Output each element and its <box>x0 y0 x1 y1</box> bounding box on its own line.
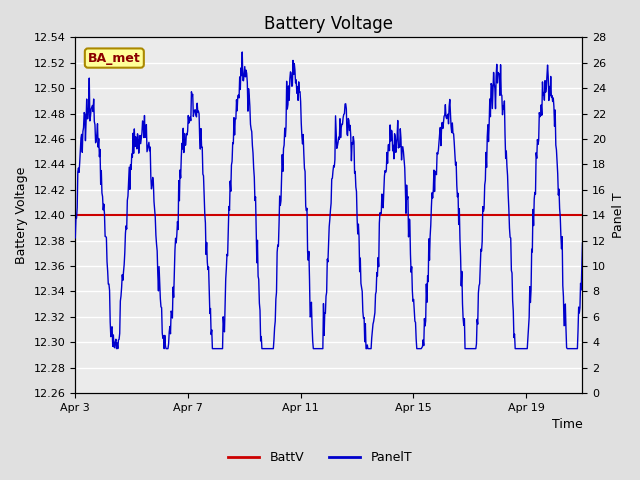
Legend: BattV, PanelT: BattV, PanelT <box>223 446 417 469</box>
PanelT <box>102 235 110 240</box>
PanelT <box>458 283 465 288</box>
PanelT <box>381 173 388 179</box>
PanelT <box>238 49 246 55</box>
BattV <box>102 212 110 218</box>
BattV <box>508 212 516 218</box>
Y-axis label: Battery Voltage: Battery Voltage <box>15 167 28 264</box>
Text: BA_met: BA_met <box>88 51 141 65</box>
BattV <box>72 212 79 218</box>
Y-axis label: Panel T: Panel T <box>612 192 625 238</box>
PanelT <box>396 144 403 150</box>
X-axis label: Time: Time <box>552 419 582 432</box>
BattV <box>366 212 374 218</box>
PanelT <box>509 308 517 314</box>
PanelT <box>72 235 79 241</box>
BattV <box>394 212 402 218</box>
PanelT <box>367 346 375 351</box>
BattV <box>456 212 464 218</box>
Line: PanelT: PanelT <box>76 52 582 348</box>
PanelT <box>579 240 586 246</box>
Title: Battery Voltage: Battery Voltage <box>264 15 394 33</box>
BattV <box>579 212 586 218</box>
PanelT <box>113 346 120 351</box>
BattV <box>380 212 387 218</box>
